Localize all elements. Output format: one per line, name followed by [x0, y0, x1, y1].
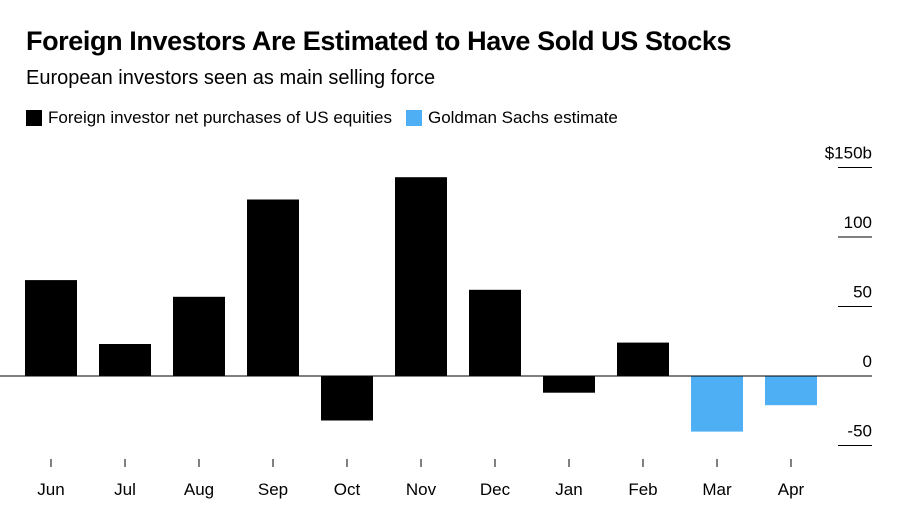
chart-subtitle: European investors seen as main selling … — [26, 67, 436, 89]
bar-apr-estimate — [765, 376, 817, 406]
legend-label-net-purchases: Foreign investor net purchases of US equ… — [48, 108, 392, 127]
x-tick-label-apr: Apr — [778, 480, 805, 499]
x-tick-label-dec: Dec — [480, 480, 511, 499]
bar-jun — [25, 280, 77, 376]
legend-swatch-goldman-estimate — [405, 110, 422, 126]
bar-oct — [321, 376, 373, 421]
bar-jan — [543, 376, 595, 393]
x-tick-label-nov: Nov — [406, 480, 437, 499]
chart-title: Foreign Investors Are Estimated to Have … — [26, 26, 732, 56]
bar-mar-estimate — [691, 376, 743, 432]
x-tick-label-aug: Aug — [184, 480, 214, 499]
legend-item-goldman-estimate: Goldman Sachs estimate — [405, 108, 618, 128]
y-tick-label-3: 0 — [863, 352, 872, 371]
x-tick-label-jul: Jul — [114, 480, 136, 499]
bar-jul — [99, 344, 151, 376]
bar-feb — [617, 342, 669, 376]
x-tick-label-mar: Mar — [702, 480, 732, 499]
bar-sep — [247, 199, 299, 376]
legend-swatch-net-purchases — [26, 110, 42, 126]
x-tick-label-feb: Feb — [628, 480, 657, 499]
x-tick-label-jun: Jun — [37, 480, 64, 499]
y-tick-label-0: $150b — [825, 144, 872, 163]
legend-item-net-purchases: Foreign investor net purchases of US equ… — [26, 108, 392, 128]
y-tick-label-1: 100 — [844, 213, 872, 232]
x-tick-label-jan: Jan — [555, 480, 582, 499]
bar-dec — [469, 289, 521, 376]
y-tick-label-2: 50 — [853, 283, 872, 302]
legend: Foreign investor net purchases of US equ… — [26, 108, 632, 128]
x-tick-label-oct: Oct — [334, 480, 361, 499]
bar-nov — [395, 177, 447, 376]
x-tick-label-sep: Sep — [258, 480, 288, 499]
legend-label-goldman-estimate: Goldman Sachs estimate — [427, 108, 618, 127]
bar-aug — [173, 296, 225, 376]
y-tick-label-4: -50 — [847, 422, 872, 441]
